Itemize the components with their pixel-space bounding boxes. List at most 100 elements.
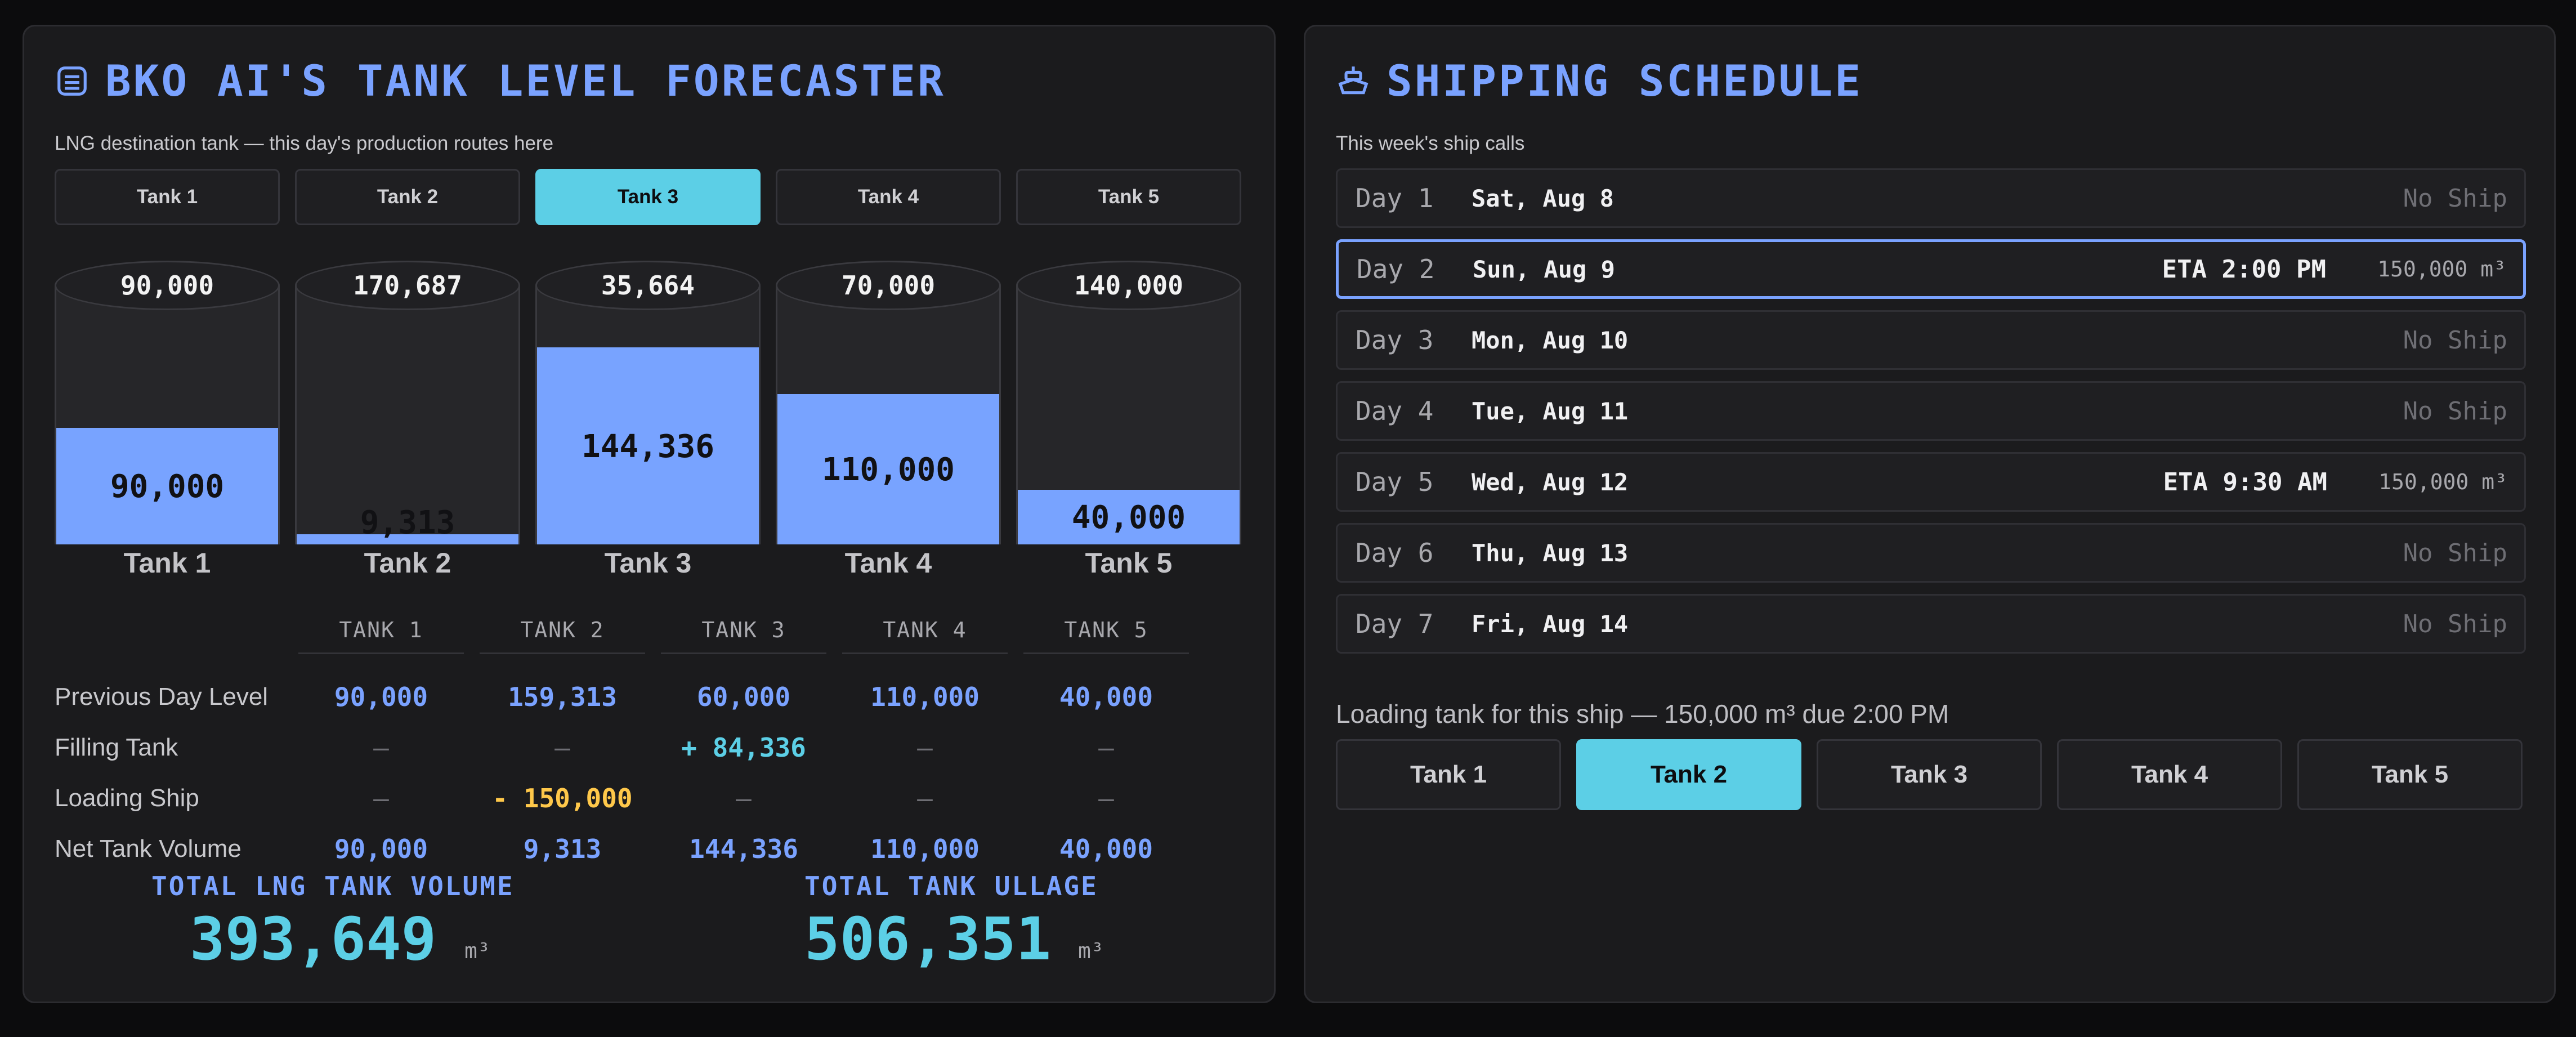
loading-tank-tab-5[interactable]: Tank 5 (2297, 739, 2523, 810)
day-number: Day 4 (1356, 396, 1434, 426)
table-cell: 110,000 (870, 834, 980, 864)
table-cell: 40,000 (1059, 834, 1153, 864)
tank-tab-1[interactable]: Tank 1 (55, 169, 280, 225)
loading-tank-tab-2[interactable]: Tank 2 (1576, 739, 1801, 810)
day-number: Day 3 (1356, 325, 1434, 355)
shipping-schedule-panel: SHIPPING SCHEDULE This week's ship calls… (1304, 25, 2556, 1003)
tank-capacity-value: 140,000 (1016, 261, 1241, 310)
tank-level-fill (56, 428, 278, 544)
ship-icon (1338, 66, 1368, 94)
tank-level-value: 110,000 (821, 452, 955, 488)
tank-tab-2[interactable]: Tank 2 (295, 169, 520, 225)
tank-cylinder-body: 90,000 (55, 285, 280, 544)
ship-call-row[interactable]: Day 6 Thu, Aug 13 No Ship (1336, 523, 2526, 583)
day-number: Day 2 (1357, 254, 1435, 284)
forecaster-subtitle: LNG destination tank — this day's produc… (55, 132, 554, 154)
loading-tank-tab-1[interactable]: Tank 1 (1336, 739, 1561, 810)
day-date: Wed, Aug 12 (1472, 468, 1629, 496)
table-header-tank-3: TANK 3 (661, 618, 826, 654)
total-volume-value: 393,649 (190, 905, 437, 973)
table-row-label: Previous Day Level (55, 683, 269, 710)
tank-label: Tank 1 (123, 547, 211, 579)
ship-eta: ETA 2:00 PM (2162, 254, 2326, 284)
day-date: Tue, Aug 11 (1472, 397, 1629, 425)
table-cell: 9,313 (523, 834, 602, 864)
ship-call-row[interactable]: Day 4 Tue, Aug 11 No Ship (1336, 381, 2526, 441)
table-cell: 144,336 (689, 834, 798, 864)
no-ship-status: No Ship (2403, 325, 2507, 355)
tank-cylinder-body: 144,336 (535, 285, 761, 544)
table-header-tank-2: TANK 2 (480, 618, 645, 654)
table-cell: — (1098, 783, 1114, 813)
tank-label: Tank 5 (1085, 547, 1173, 579)
no-ship-status: No Ship (2403, 609, 2507, 638)
total-ullage-unit: m³ (1078, 938, 1104, 963)
day-date: Thu, Aug 13 (1472, 539, 1629, 567)
tank-cylinders: 90,000 90,000 Tank 1 9,313 170,687 Tank 2 144,… (55, 261, 1256, 579)
table-header-tank-1: TANK 1 (298, 618, 464, 654)
table-cell: 60,000 (696, 682, 791, 712)
tank-tab-4[interactable]: Tank 4 (776, 169, 1001, 225)
ship-call-row[interactable]: Day 2 Sun, Aug 9 ETA 2:00 PM 150,000 m³ (1336, 239, 2526, 299)
tank-tab-5[interactable]: Tank 5 (1016, 169, 1241, 225)
table-row-label: Filling Tank (55, 734, 178, 761)
table-cell: — (554, 732, 570, 763)
tank-cylinder-3: 144,336 35,664 Tank 3 (535, 261, 761, 579)
tank-cylinder-2: 9,313 170,687 Tank 2 (295, 261, 520, 579)
database-icon (57, 66, 87, 96)
day-number: Day 1 (1356, 183, 1434, 213)
tank-cylinder-body: 40,000 (1016, 285, 1241, 544)
ship-call-row[interactable]: Day 7 Fri, Aug 14 No Ship (1336, 594, 2526, 654)
loading-tank-tab-4[interactable]: Tank 4 (2057, 739, 2282, 810)
tank-level-value: 144,336 (581, 428, 714, 465)
total-volume-unit: m³ (464, 938, 490, 963)
table-cell: 40,000 (1059, 682, 1153, 712)
schedule-title: SHIPPING SCHEDULE (1336, 56, 1863, 106)
tank-forecaster-panel: BKO AI'S TANK LEVEL FORECASTER LNG desti… (23, 25, 1276, 1003)
ship-call-row[interactable]: Day 5 Wed, Aug 12 ETA 9:30 AM 150,000 m³ (1336, 452, 2526, 512)
table-row-label: Loading Ship (55, 784, 199, 812)
total-ullage-label: TOTAL TANK ULLAGE (804, 871, 1098, 901)
tank-label: Tank 2 (364, 547, 451, 579)
table-cell: — (736, 783, 752, 813)
table-cell: 90,000 (334, 834, 428, 864)
ship-eta: ETA 9:30 AM (2163, 467, 2327, 497)
forecaster-title: BKO AI'S TANK LEVEL FORECASTER (55, 56, 946, 106)
schedule-title-text: SHIPPING SCHEDULE (1387, 56, 1863, 106)
tank-capacity-value: 70,000 (776, 261, 1001, 310)
no-ship-status: No Ship (2403, 184, 2507, 213)
table-cell: 110,000 (870, 682, 980, 712)
tank-level-fill (537, 347, 759, 544)
tank-cylinder-1: 90,000 90,000 Tank 1 (55, 261, 280, 579)
loading-tank-caption: Loading tank for this ship — 150,000 m³ … (1336, 699, 1949, 728)
ship-call-list: Day 1 Sat, Aug 8 No Ship Day 2 Sun, Aug 9 ETA… (1336, 168, 2526, 665)
day-date: Sun, Aug 9 (1473, 255, 1615, 283)
tank-cylinder-5: 40,000 140,000 Tank 5 (1016, 261, 1241, 579)
tank-level-fill (1018, 490, 1240, 544)
table-cell: + 84,336 (681, 732, 806, 763)
table-row-label: Net Tank Volume (55, 835, 242, 862)
tank-tab-3[interactable]: Tank 3 (535, 169, 761, 225)
ship-volume: 150,000 m³ (2377, 257, 2506, 281)
table-header-tank-4: TANK 4 (842, 618, 1008, 654)
total-ullage-value: 506,351 (804, 905, 1052, 973)
tank-capacity-value: 35,664 (535, 261, 761, 310)
ship-call-row[interactable]: Day 1 Sat, Aug 8 No Ship (1336, 168, 2526, 228)
tank-level-value: 40,000 (1071, 499, 1186, 536)
tank-level-value: 9,313 (360, 504, 455, 541)
loading-tank-tab-3[interactable]: Tank 3 (1817, 739, 2042, 810)
ship-call-row[interactable]: Day 3 Mon, Aug 10 No Ship (1336, 310, 2526, 370)
tank-capacity-value: 170,687 (295, 261, 520, 310)
day-date: Fri, Aug 14 (1472, 610, 1629, 638)
table-header-tank-5: TANK 5 (1023, 618, 1189, 654)
forecaster-title-text: BKO AI'S TANK LEVEL FORECASTER (105, 56, 946, 106)
day-number: Day 7 (1356, 609, 1434, 639)
table-cell: 159,313 (508, 682, 617, 712)
tank-label: Tank 4 (844, 547, 932, 579)
table-cell: 90,000 (334, 682, 428, 712)
total-volume-label: TOTAL LNG TANK VOLUME (151, 871, 515, 901)
day-number: Day 6 (1356, 538, 1434, 568)
tank-capacity-value: 90,000 (55, 261, 280, 310)
day-date: Mon, Aug 10 (1472, 326, 1629, 354)
tank-cylinder-body: 9,313 (295, 285, 520, 544)
